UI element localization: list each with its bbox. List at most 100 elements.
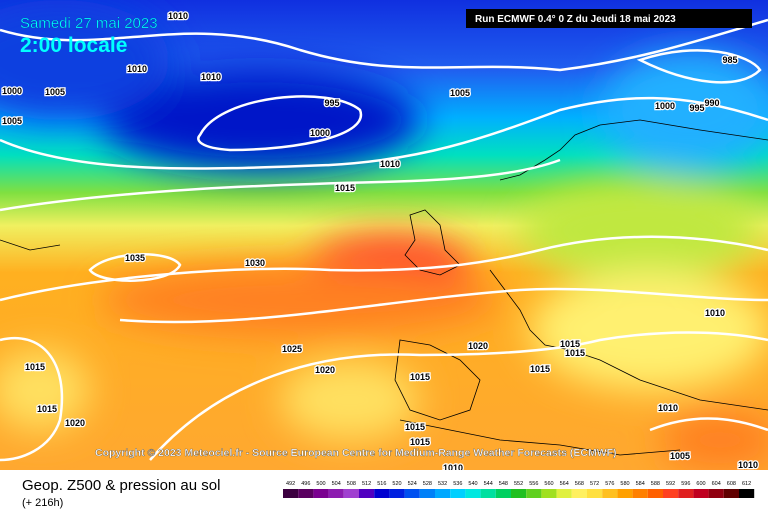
isobar-label: 1005	[450, 88, 470, 98]
scale-label: 560	[544, 481, 553, 487]
scale-swatch	[617, 489, 633, 498]
scale-label: 520	[392, 481, 401, 487]
isobar-label: 1005	[45, 87, 65, 97]
scale-label: 604	[712, 481, 721, 487]
scale-label: 524	[408, 481, 417, 487]
footer-title: Geop. Z500 & pression au sol	[22, 477, 220, 494]
scale-swatch	[343, 489, 359, 498]
scale-swatch	[708, 489, 724, 498]
isobar-label: 1010	[705, 308, 725, 318]
scale-swatch	[359, 489, 375, 498]
scale-label: 576	[605, 481, 614, 487]
scale-label: 532	[438, 481, 447, 487]
scale-label: 540	[468, 481, 477, 487]
scale-swatch	[389, 489, 405, 498]
scale-label: 508	[347, 481, 356, 487]
run-box	[466, 9, 752, 28]
isobar-label: 1005	[670, 451, 690, 461]
scale-label: 612	[742, 481, 751, 487]
scale-swatch	[587, 489, 603, 498]
map-time: 2:00 locale	[20, 34, 127, 57]
scale-swatch	[404, 489, 420, 498]
scale-swatch	[495, 489, 511, 498]
scale-swatch	[465, 489, 481, 498]
isobar-label: 1010	[201, 72, 221, 82]
scale-label: 580	[620, 481, 629, 487]
scale-label: 592	[666, 481, 675, 487]
isobars	[0, 18, 768, 462]
scale-label: 564	[560, 481, 569, 487]
isobar-label: 1015	[410, 437, 430, 447]
footer-lead: (+ 216h)	[22, 497, 63, 509]
scale-swatch	[328, 489, 344, 498]
scale-label: 608	[727, 481, 736, 487]
run-info: Run ECMWF 0.4° 0 Z du Jeudi 18 mai 2023	[475, 14, 676, 25]
scale-label: 516	[377, 481, 386, 487]
isobar-label: 1010	[168, 11, 188, 21]
scale-swatch	[678, 489, 694, 498]
isobar-label: 1010	[738, 460, 758, 470]
scale-label: 528	[423, 481, 432, 487]
scale-swatch	[313, 489, 329, 498]
color-scale: 492 496 500 504 508 512 516 520 524 528 532 536 540 5…	[283, 481, 755, 498]
isobar-label: 1015	[530, 364, 550, 374]
scale-label: 512	[362, 481, 371, 487]
isobar-label: 1030	[245, 258, 265, 268]
isobar-label: 985	[722, 55, 737, 65]
scale-label: 568	[575, 481, 584, 487]
isobar-label: 1020	[468, 341, 488, 351]
map-background	[0, 0, 768, 470]
scale-swatch	[663, 489, 679, 498]
scale-label: 556	[529, 481, 538, 487]
scale-label: 536	[453, 481, 462, 487]
isobar-label: 1015	[405, 422, 425, 432]
isobar-label: 1015	[565, 348, 585, 358]
isobar-label: 1015	[25, 362, 45, 372]
scale-swatch	[723, 489, 739, 498]
isobar-label: 990	[704, 98, 719, 108]
isobar-label: 1010	[127, 64, 147, 74]
scale-swatch	[298, 489, 314, 498]
scale-swatch	[480, 489, 496, 498]
isobar-label: 1005	[2, 116, 22, 126]
scale-label: 588	[651, 481, 660, 487]
isobar-label: 1015	[560, 339, 580, 349]
scale-label: 572	[590, 481, 599, 487]
copyright: Copyright © 2023 Meteociel.fr - Source E…	[95, 447, 617, 459]
isobar-label: 1015	[37, 404, 57, 414]
scale-swatch	[632, 489, 648, 498]
scale-label: 504	[332, 481, 341, 487]
scale-swatch	[571, 489, 587, 498]
scale-swatch	[526, 489, 542, 498]
isobar-label: 1020	[315, 365, 335, 375]
scale-swatch	[283, 489, 299, 498]
isobar-labels: 1010 1010 1010 1000 1005 1005 995 1000 1005 1010 1…	[1, 10, 760, 475]
isobar-label: 1000	[310, 128, 330, 138]
isobar-label: 1000	[655, 101, 675, 111]
scale-swatch	[556, 489, 572, 498]
scale-label: 492	[286, 481, 295, 487]
map-date: Samedi 27 mai 2023	[20, 15, 158, 32]
scale-label: 552	[514, 481, 523, 487]
scale-swatch	[374, 489, 390, 498]
isobar-label: 1010	[380, 159, 400, 169]
scale-swatch	[435, 489, 451, 498]
scale-label: 584	[636, 481, 645, 487]
scale-swatch	[541, 489, 557, 498]
isobar-label: 995	[324, 98, 339, 108]
scale-label: 500	[316, 481, 325, 487]
isobar-label: 1015	[335, 183, 355, 193]
isobar-label: 1000	[2, 86, 22, 96]
scale-swatch	[739, 489, 755, 498]
scale-swatch	[511, 489, 527, 498]
isobar-label: 1020	[65, 418, 85, 428]
scale-swatch	[419, 489, 435, 498]
scale-swatch	[693, 489, 709, 498]
scale-label: 548	[499, 481, 508, 487]
isobar-label: 1015	[410, 372, 430, 382]
scale-label: 496	[301, 481, 310, 487]
isobar-label: 995	[689, 103, 704, 113]
isobar-label: 1010	[658, 403, 678, 413]
isobar-label: 1025	[282, 344, 302, 354]
